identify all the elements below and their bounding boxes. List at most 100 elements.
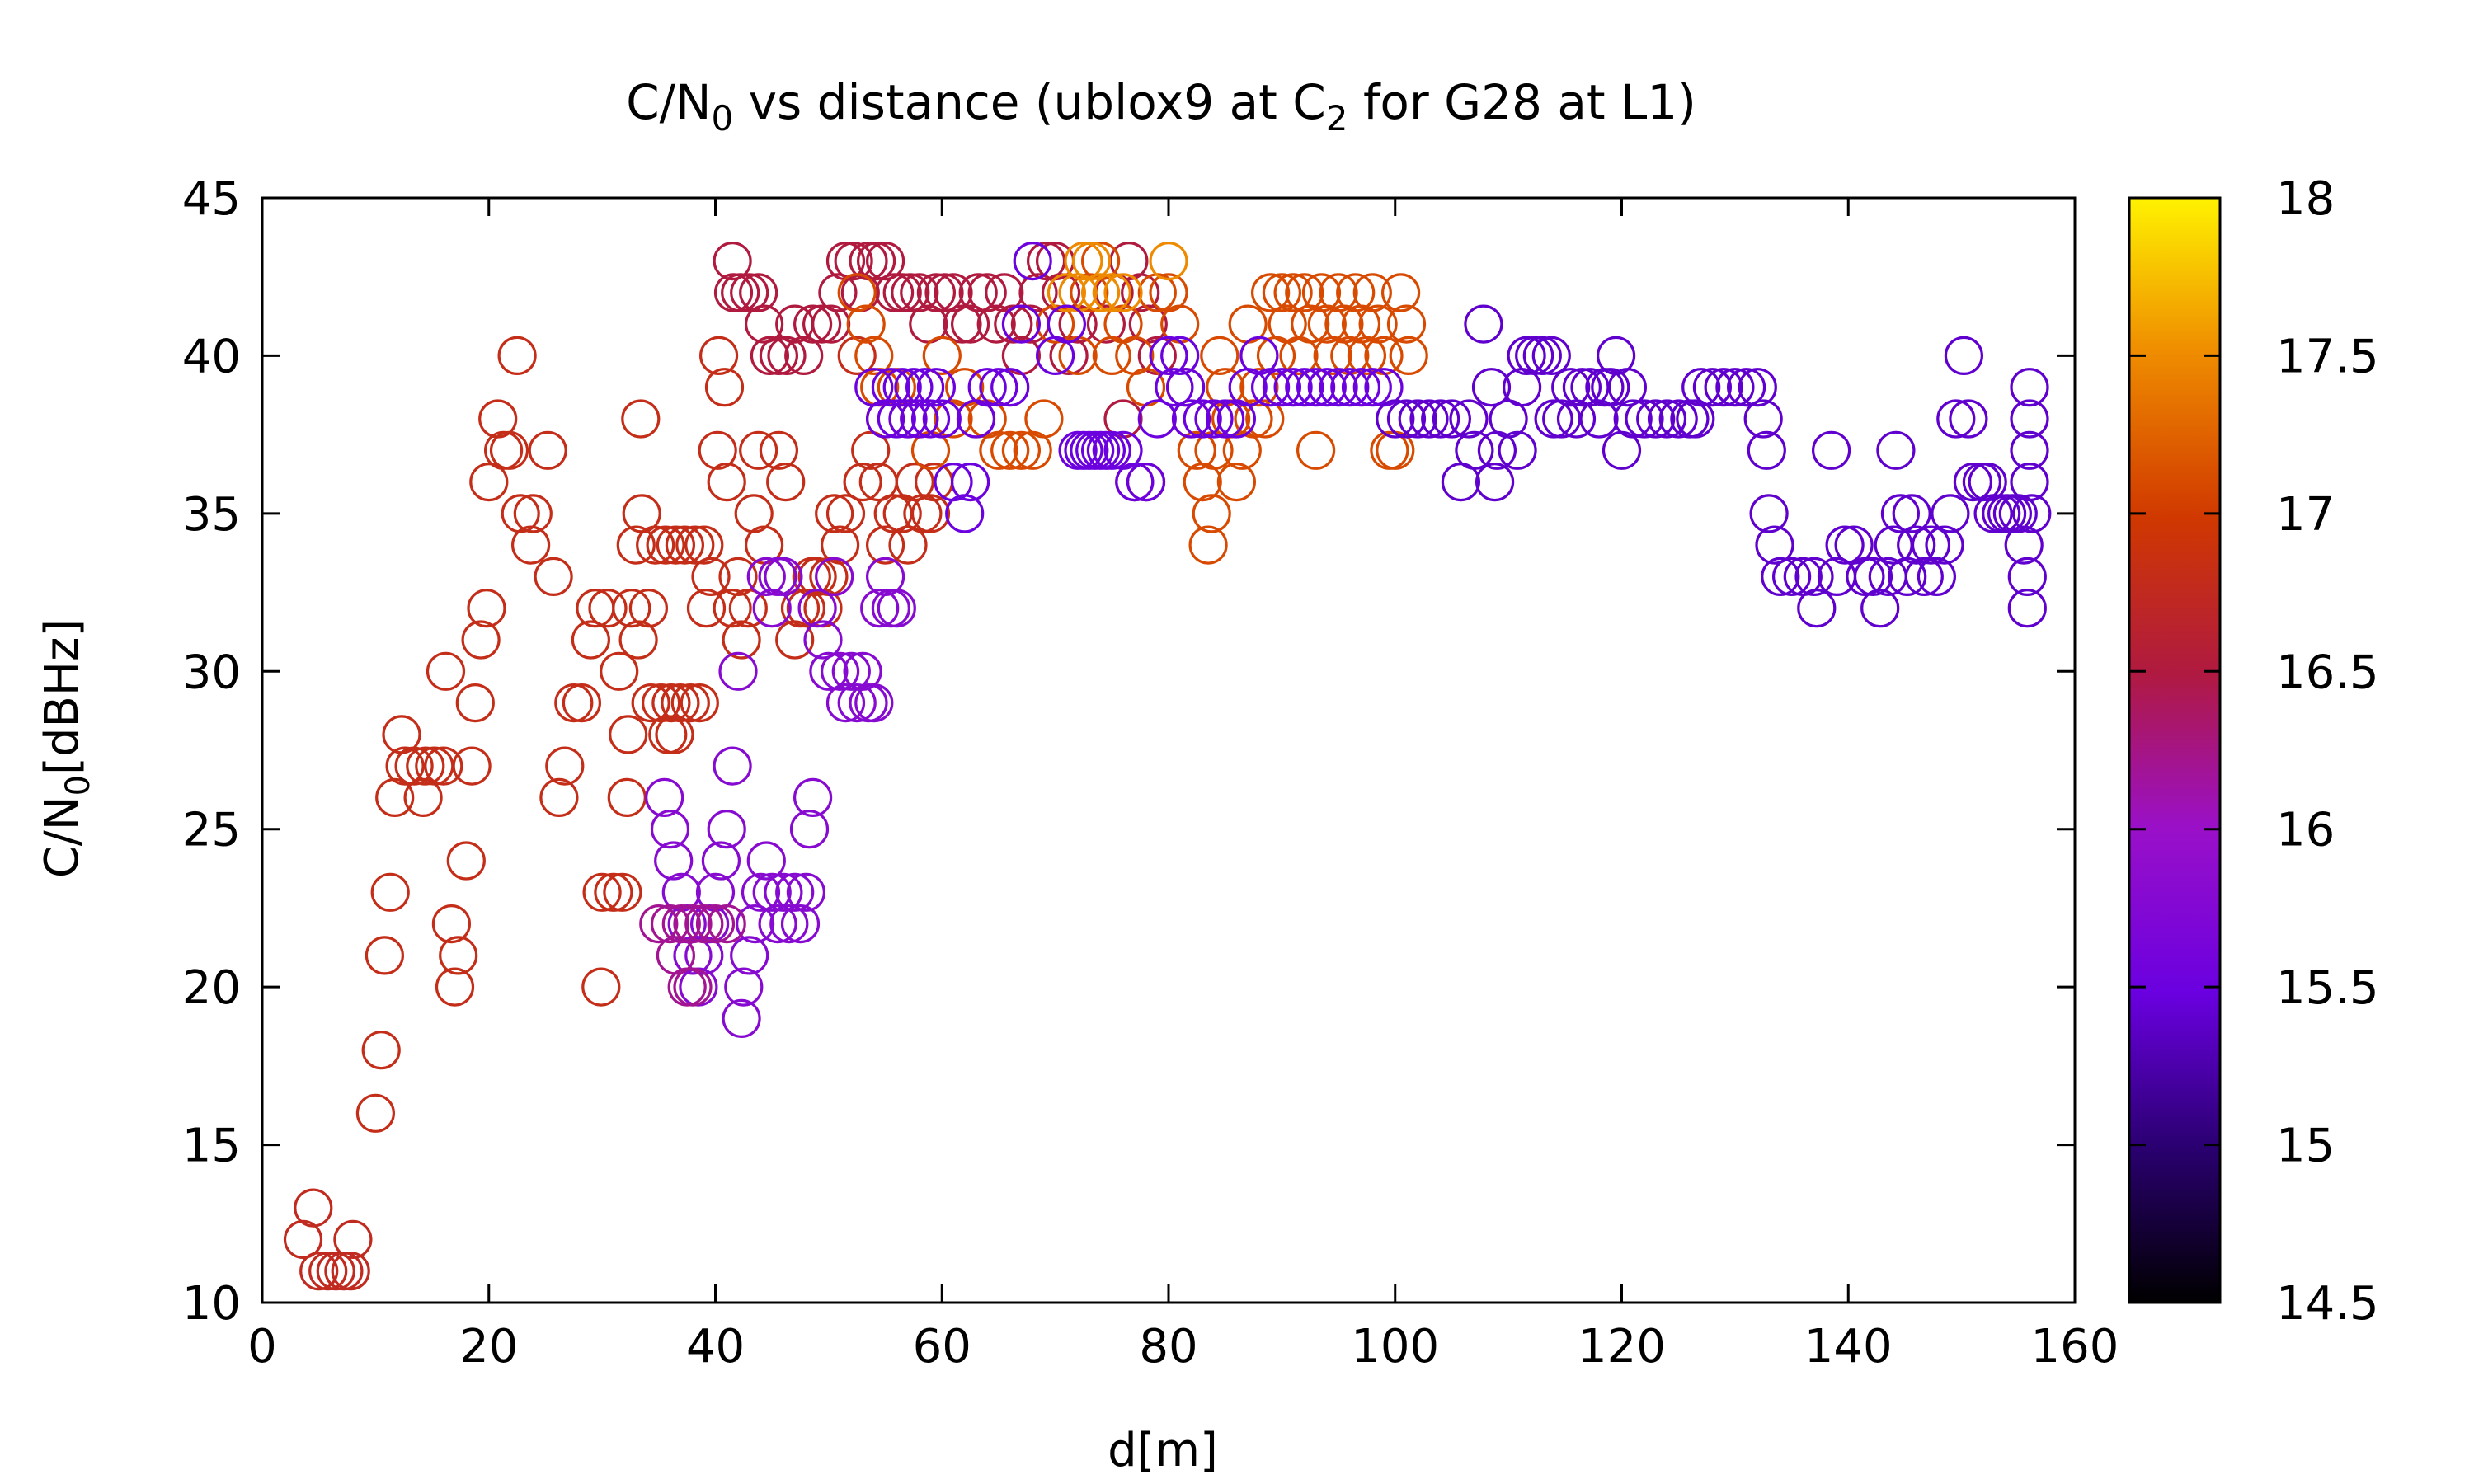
data-point (1681, 368, 1721, 407)
data-point (922, 336, 962, 375)
data-point (1953, 462, 1992, 502)
data-point (1206, 399, 1245, 439)
data-point (698, 336, 739, 375)
data-point (1860, 589, 1900, 628)
data-point (860, 589, 900, 628)
data-point (581, 967, 621, 1007)
data-point (759, 336, 799, 375)
data-point (803, 620, 843, 660)
data-point (1475, 462, 1515, 502)
data-point (370, 872, 410, 912)
data-point (834, 242, 873, 281)
data-point (331, 1252, 370, 1291)
data-point (1676, 399, 1715, 439)
data-point (728, 589, 768, 628)
data-point (1024, 399, 1064, 439)
data-point (1747, 430, 1786, 470)
data-point (603, 872, 642, 912)
data-point (435, 967, 475, 1007)
data-point (1772, 556, 1812, 597)
data-point (616, 525, 656, 565)
x-tick-label: 0 (247, 1320, 277, 1374)
data-point (1047, 304, 1087, 344)
data-point (967, 273, 1007, 312)
colorbar-tick-label: 15 (2276, 1120, 2335, 1173)
data-point (950, 462, 990, 502)
data-point (636, 525, 675, 565)
axis-ticks: 0 20 40 60 80 100 120 140 160 10 15 20 25 30 35 40 45 (182, 172, 2119, 1374)
data-point (333, 1219, 373, 1260)
data-point (837, 683, 877, 723)
data-point (793, 304, 833, 344)
data-point (882, 273, 922, 312)
y-tick-label: 30 (182, 646, 241, 699)
data-point (582, 872, 622, 912)
y-tick-label: 40 (182, 330, 241, 383)
data-point (455, 683, 495, 723)
data-point (1126, 462, 1166, 502)
data-point (752, 872, 792, 912)
data-point (1409, 399, 1449, 439)
data-point (1761, 556, 1800, 597)
data-points (283, 242, 2052, 1291)
data-point (424, 746, 463, 786)
data-point (571, 620, 611, 660)
data-point (1177, 430, 1216, 470)
data-point (943, 304, 982, 344)
data-point (554, 683, 594, 723)
data-point (2010, 430, 2049, 470)
data-point (1262, 368, 1302, 407)
data-point (1973, 494, 2013, 533)
data-point (1250, 273, 1291, 312)
data-point (539, 777, 579, 818)
data-point (684, 904, 724, 944)
data-point (820, 525, 860, 565)
data-point (600, 651, 639, 691)
data-point (467, 589, 506, 628)
data-point (1389, 336, 1428, 375)
chart-title: C/N0 vs distance (ublox9 at C2 for G28 a… (626, 74, 1696, 139)
data-point (1797, 589, 1837, 628)
data-point (945, 494, 985, 533)
data-point (730, 273, 769, 312)
data-point (722, 998, 761, 1039)
data-point (818, 273, 858, 312)
data-point (825, 683, 866, 723)
data-point (916, 273, 957, 312)
data-point (713, 746, 752, 786)
data-point (1080, 273, 1121, 312)
data-point (1498, 430, 1537, 470)
x-tick-label: 140 (1804, 1320, 1893, 1374)
x-tick-label: 100 (1351, 1320, 1439, 1374)
data-point (695, 904, 736, 944)
data-point (497, 336, 537, 375)
data-point (1658, 399, 1698, 439)
data-point (612, 589, 651, 628)
data-point (900, 399, 939, 439)
y-tick-label: 15 (182, 1120, 241, 1173)
data-point (825, 494, 866, 533)
x-tick-label: 120 (1578, 1320, 1666, 1374)
data-point (534, 556, 573, 597)
data-point (851, 430, 891, 470)
data-point (1715, 368, 1755, 407)
data-point (1432, 399, 1472, 439)
data-point (789, 810, 830, 849)
colorbar-ticks: 14.5 15 15.5 16 16.5 17 17.5 18 (2129, 172, 2379, 1331)
data-point (815, 556, 854, 597)
data-point (958, 273, 998, 312)
data-point (1341, 368, 1381, 407)
data-point (707, 904, 746, 944)
data-point (990, 430, 1030, 470)
data-point (562, 683, 602, 723)
data-point (1743, 399, 1783, 439)
data-point (1296, 368, 1336, 407)
x-axis-label: d[m] (1108, 1424, 1218, 1477)
data-point (837, 273, 877, 312)
data-point (1192, 494, 1231, 533)
colorbar-tick-label: 18 (2276, 172, 2335, 226)
data-point (628, 589, 669, 628)
data-point (894, 368, 934, 407)
data-point (707, 462, 746, 502)
y-tick-label: 35 (182, 488, 241, 542)
